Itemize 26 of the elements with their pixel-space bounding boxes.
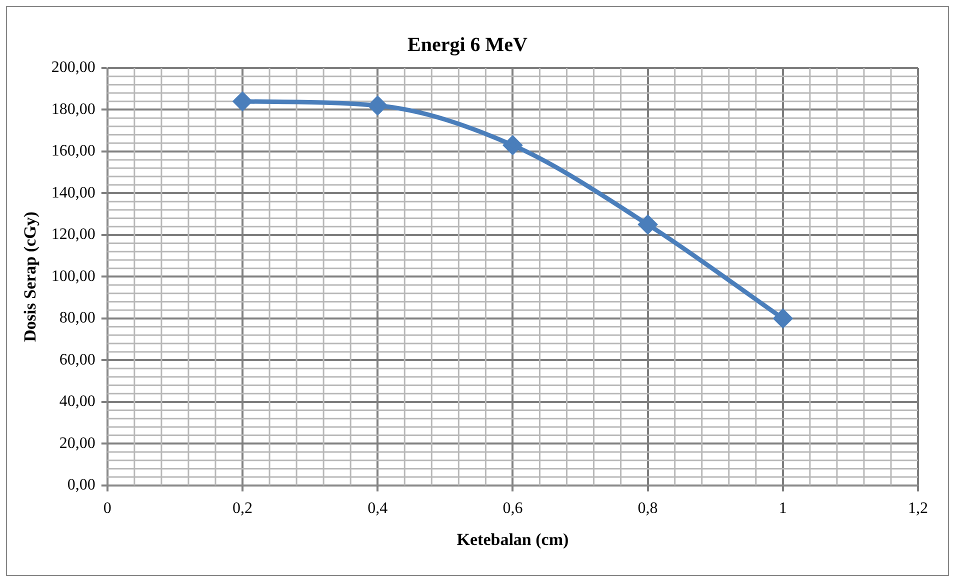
y-tick-label: 80,00: [59, 310, 96, 327]
y-tick-label: 200,00: [51, 59, 96, 76]
point: [233, 92, 252, 111]
y-tick-label: 60,00: [59, 351, 96, 368]
x-tick-label: 0,6: [502, 500, 523, 518]
x-axis-title: Ketebalan (cm): [456, 530, 569, 550]
y-tick-label: 120,00: [51, 226, 96, 244]
point: [774, 309, 792, 328]
x-tick-label: 0,8: [638, 500, 658, 518]
y-axis-title: Dosis Serap (cGy): [20, 212, 40, 342]
point: [503, 136, 522, 154]
x-tick-label: 0: [103, 500, 112, 518]
x-tick-label: 1: [778, 500, 787, 518]
y-tick-label: 180,00: [51, 100, 96, 118]
chart-title: Energi 6 MeV: [408, 34, 528, 56]
x-tick-label: 0,4: [368, 500, 388, 518]
y-tick-label: 0,00: [67, 476, 96, 494]
x-tick-label: 0,2: [232, 500, 252, 518]
point: [638, 215, 658, 234]
y-tick-label: 100,00: [51, 268, 96, 285]
point: [368, 96, 387, 115]
x-tick-label: 1,2: [908, 500, 928, 518]
y-tick-label: 20,00: [59, 434, 96, 452]
y-tick-label: 140,00: [51, 184, 96, 202]
y-tick-label: 160,00: [51, 142, 96, 160]
y-tick-label: 40,00: [59, 393, 96, 410]
